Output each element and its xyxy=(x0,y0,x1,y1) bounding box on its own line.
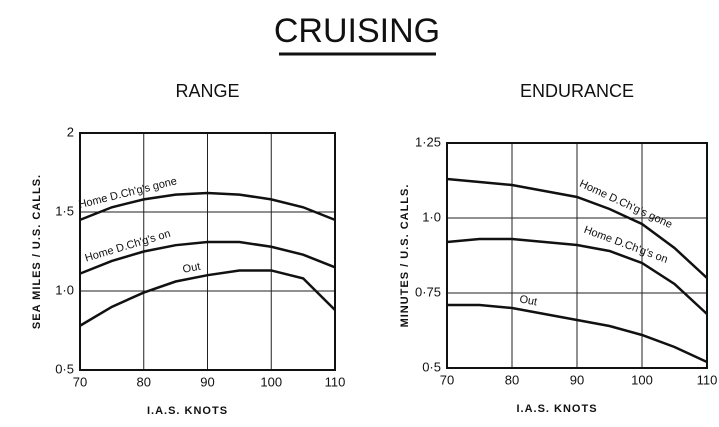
figure-title: CRUISING xyxy=(274,12,440,50)
x-tick-label: 110 xyxy=(325,374,346,389)
x-tick-label: 90 xyxy=(570,372,584,387)
y-axis-title: MINUTES / U.S. CALLS. xyxy=(399,184,411,328)
x-axis-title: I.A.S. KNOTS xyxy=(516,403,597,415)
x-tick-label: 110 xyxy=(697,372,718,387)
y-tick-label: 0·75 xyxy=(415,284,441,299)
y-tick-label: 2 xyxy=(67,124,74,139)
x-tick-label: 100 xyxy=(631,372,653,387)
y-tick-label: 0·5 xyxy=(422,359,441,374)
x-tick-label: 100 xyxy=(260,374,282,389)
chart-title: RANGE xyxy=(175,81,239,101)
x-tick-label: 80 xyxy=(505,372,519,387)
y-axis-title: SEA MILES / U.S. CALLS. xyxy=(31,174,43,329)
series-label: Home D.Ch'g's gone xyxy=(578,178,675,231)
line xyxy=(79,240,336,275)
x-axis-title: I.A.S. KNOTS xyxy=(147,405,228,417)
y-tick-label: 1·0 xyxy=(55,282,74,297)
x-tick-label: 70 xyxy=(440,372,454,387)
y-tick-label: 1·0 xyxy=(422,209,441,224)
x-tick-label: 70 xyxy=(73,374,87,389)
series-label: Home D.Ch'g's gone xyxy=(77,175,178,211)
line xyxy=(446,177,708,279)
x-tick-label: 80 xyxy=(137,374,151,389)
y-tick-label: 1·5 xyxy=(55,203,74,218)
series-label: Out xyxy=(182,261,202,276)
y-tick-label: 0·5 xyxy=(55,361,74,376)
line xyxy=(447,303,708,364)
chart-title: ENDURANCE xyxy=(520,81,634,101)
line xyxy=(79,191,336,222)
line xyxy=(79,269,336,327)
series-label: Out xyxy=(518,293,538,308)
x-tick-label: 90 xyxy=(200,374,214,389)
y-tick-label: 1·25 xyxy=(415,134,441,149)
series-label: Home D.Ch'g's on xyxy=(84,228,172,265)
plot-frame xyxy=(79,132,336,371)
plot-frame xyxy=(446,142,708,369)
series-label: Home D.Ch'g's on xyxy=(582,224,669,266)
line xyxy=(446,237,708,315)
